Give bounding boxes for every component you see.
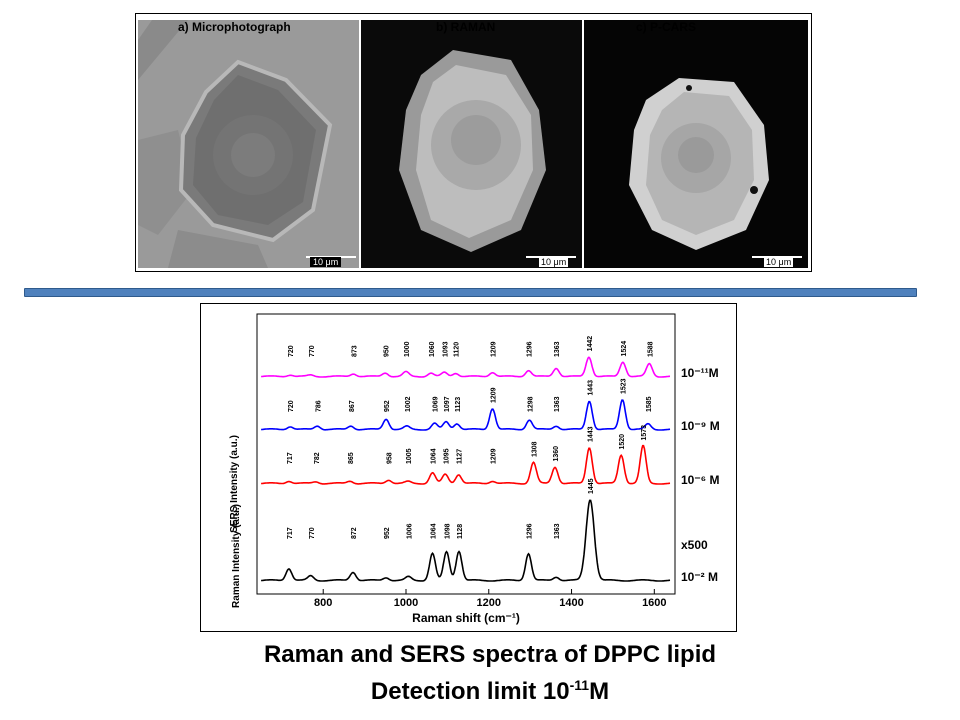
peak-label: 1445 [588,478,595,494]
scale-bar-label: 10 μm [539,257,569,267]
image-panels: a) Microphotograph 10 μm b) RAMAN 10 μm … [135,13,812,272]
x-tick-label: 1400 [559,597,583,609]
series-label: 10⁻¹¹M [681,366,719,380]
panel-b-title: b) RAMAN [436,20,496,34]
divider-bar [24,288,917,297]
peak-label: 1093 [442,341,449,357]
peak-label: 1209 [490,387,497,403]
scale-bar-label: 10 μm [310,257,342,267]
peak-label: 1523 [620,378,627,394]
peak-label: 958 [387,452,394,464]
peak-label: 1520 [619,434,626,450]
spectra-chart: 720 770 873 950 1000 1060 1093 1120 1209 1296 1363… [200,303,737,632]
sers-y-axis-label: SERS Intensity (a.u.) [229,435,240,533]
panel-a-title: a) Microphotograph [178,20,291,34]
x-axis-label: Raman shift (cm⁻¹) [412,611,520,625]
peak-label: 865 [348,452,355,464]
peak-label: 1360 [553,446,560,462]
scale-bar-label: 10 μm [764,257,794,267]
peak-label: 1002 [405,396,412,412]
peak-label: 1296 [526,523,533,539]
panel-c-title: c) P-CARS [636,20,697,34]
peak-label: 950 [383,345,390,357]
series-label: 10⁻⁶ M [681,473,720,487]
peak-label: 952 [384,527,391,539]
peak-label: 873 [351,345,358,357]
peak-label: 720 [288,400,295,412]
spectra-plot: 720 770 873 950 1000 1060 1093 1120 1209 1296 1363… [229,313,720,625]
peak-label: 782 [314,452,321,464]
peak-label: 1363 [554,341,561,357]
peak-label: 720 [288,345,295,357]
peak-label: 952 [384,400,391,412]
x-tick-label: 800 [314,597,332,609]
raman-panel: b) RAMAN 10 μm [361,20,582,268]
peak-label: 1123 [455,397,462,412]
peak-label: 872 [351,527,358,539]
microphotograph-panel: a) Microphotograph 10 μm [138,20,359,268]
caption-line-2-prefix: Detection limit 10 [370,678,570,705]
caption-line-2-exponent: -11 [569,677,590,693]
peak-label: 1209 [490,448,497,464]
peak-label: 1308 [531,441,538,457]
peak-label: 1363 [554,396,561,412]
peak-label: 1442 [587,336,594,352]
peak-label: 770 [309,527,316,539]
caption-line-2: Detection limit 10-11M [0,670,960,707]
peak-label: 1588 [647,341,654,357]
peak-label: 1573 [641,425,648,441]
raman-y-axis-label: Raman Intensity (a.u.) [231,504,242,608]
peak-label: 1443 [587,380,594,396]
peak-label: 717 [287,452,294,464]
peak-label: 717 [287,527,294,539]
series-label: 10⁻⁹ M [681,419,720,433]
spectrum-line [261,399,671,431]
peak-label: 1097 [444,396,451,412]
peak-label: 1000 [404,341,411,357]
peak-label: 1209 [490,341,497,357]
spectrum-line [261,499,671,582]
caption-line-1: Raman and SERS spectra of DPPC lipid [263,641,717,668]
peak-label: 1443 [587,426,594,442]
peak-label: 1064 [430,523,437,539]
peak-label: 1069 [433,396,440,412]
peak-label: 770 [309,345,316,357]
plot-frame [256,313,676,595]
series-label: 10⁻² M [681,570,718,584]
caption-line-2-suffix: M [589,678,610,705]
peak-label: 1064 [430,448,437,464]
spectrum-line [261,444,671,485]
peak-label: 1585 [646,396,653,412]
x-tick-label: 1600 [642,597,666,609]
peak-label: 1098 [445,523,452,539]
peak-label: 1005 [406,448,413,464]
peak-label: 1298 [527,396,534,412]
peak-label: 867 [349,400,356,412]
caption: Raman and SERS spectra of DPPC lipid Det… [0,640,960,707]
peak-label: 1095 [443,448,450,464]
spectrum-line [261,356,670,378]
pcars-panel: c) P-CARS 10 μm [584,20,808,268]
peak-label: 1127 [457,449,464,464]
x-tick-label: 1000 [394,597,418,609]
peak-label: 1296 [526,341,533,357]
peak-label: 1120 [454,342,461,357]
peak-label: 1060 [429,341,436,357]
scale-annotation: x500 [681,538,708,552]
peak-label: 786 [315,400,322,412]
peak-label: 1006 [406,523,413,539]
peak-label: 1363 [554,523,561,539]
peak-label: 1128 [457,524,464,539]
peak-label: 1524 [621,341,628,357]
x-tick-label: 1200 [477,597,501,609]
